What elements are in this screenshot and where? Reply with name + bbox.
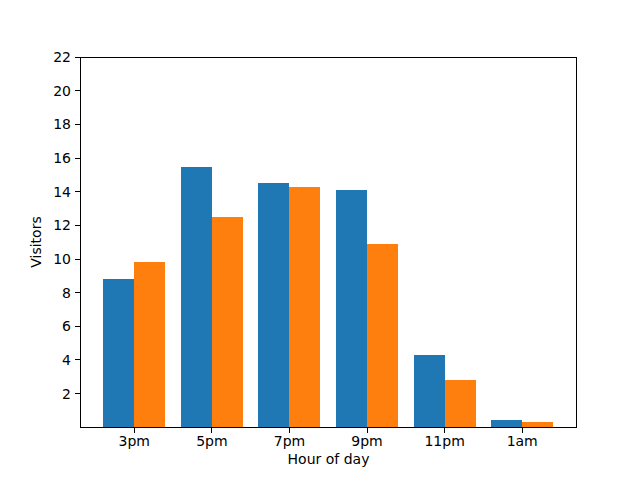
y-tick-label: 2 <box>0 386 71 402</box>
y-tick-mark <box>75 393 80 394</box>
y-tick-mark <box>75 292 80 293</box>
x-tick-label: 1am <box>482 433 562 449</box>
y-tick-mark <box>75 191 80 192</box>
x-tick-label: 5pm <box>172 433 252 449</box>
y-tick-label: 20 <box>0 83 71 99</box>
blue-bar-1am <box>491 420 522 427</box>
blue-bar-7pm <box>258 183 289 427</box>
orange-bar-3pm <box>134 262 165 427</box>
x-tick-label: 9pm <box>327 433 407 449</box>
y-tick-mark <box>75 326 80 327</box>
y-tick-label: 16 <box>0 150 71 166</box>
y-tick-mark <box>75 359 80 360</box>
y-tick-label: 4 <box>0 352 71 368</box>
bar-chart-figure: 246810121416182022 3pm5pm7pm9pm11pm1am H… <box>0 0 640 480</box>
x-axis-label: Hour of day <box>80 451 577 467</box>
y-tick-mark <box>75 90 80 91</box>
orange-bar-1am <box>522 422 553 427</box>
y-tick-mark <box>75 124 80 125</box>
y-tick-mark <box>75 158 80 159</box>
y-tick-label: 14 <box>0 184 71 200</box>
orange-bar-5pm <box>212 217 243 427</box>
orange-bar-11pm <box>445 380 476 427</box>
x-tick-label: 3pm <box>94 433 174 449</box>
blue-bar-5pm <box>181 167 212 428</box>
y-tick-label: 22 <box>0 49 71 65</box>
blue-bar-9pm <box>336 190 367 427</box>
y-tick-mark <box>75 57 80 58</box>
y-tick-mark <box>75 225 80 226</box>
orange-bar-7pm <box>289 187 320 428</box>
blue-bar-3pm <box>103 279 134 427</box>
y-axis-label: Visitors <box>28 216 44 267</box>
y-tick-label: 18 <box>0 116 71 132</box>
x-tick-label: 11pm <box>405 433 485 449</box>
y-tick-label: 8 <box>0 285 71 301</box>
y-tick-label: 6 <box>0 318 71 334</box>
y-tick-mark <box>75 259 80 260</box>
blue-bar-11pm <box>414 355 445 427</box>
x-tick-label: 7pm <box>249 433 329 449</box>
orange-bar-9pm <box>367 244 398 427</box>
